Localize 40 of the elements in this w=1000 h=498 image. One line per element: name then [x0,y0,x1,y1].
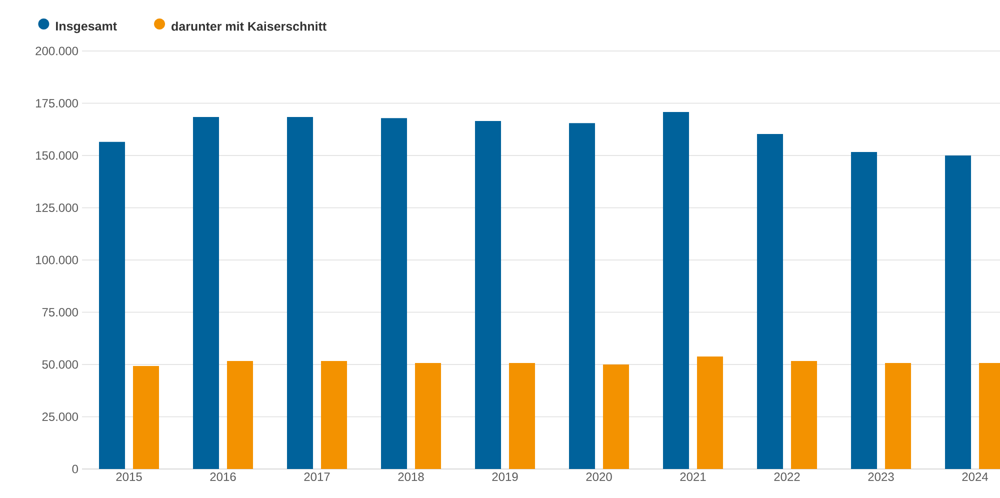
bar [569,123,596,469]
bar [99,142,126,469]
bar [193,117,220,469]
bar [697,356,724,469]
bar [509,363,536,469]
y-tick-label: 0 [72,464,78,474]
bar [133,366,160,469]
y-tick-label: 50.000 [42,360,78,369]
x-tick-label: 2020 [586,472,612,482]
x-tick-label: 2016 [210,472,236,482]
y-tick-label: 25.000 [42,412,78,421]
bar [227,360,254,469]
bar [287,117,314,469]
y-tick-label: 150.000 [36,151,78,160]
legend-label: Insgesamt [56,22,117,34]
bar [381,118,408,469]
x-tick-label: 2015 [116,472,142,482]
y-tick-label: 100.000 [36,256,78,264]
x-tick-label: 2022 [774,472,800,482]
x-tick-label: 2017 [304,472,330,482]
y-tick-label: 75.000 [42,308,78,316]
bar [603,364,630,469]
x-tick-label: 2018 [398,472,424,482]
x-tick-label: 2024 [962,472,988,482]
legend-label: darunter mit Kaiserschnitt [172,22,326,31]
bar [415,363,442,469]
bar [757,134,784,469]
bar [885,363,912,469]
bar [321,360,348,469]
bar [945,156,972,469]
bar [851,152,878,469]
bar [663,112,690,469]
bar [791,360,818,469]
x-tick-label: 2021 [680,472,706,482]
y-tick-label: 200.000 [36,46,78,56]
y-tick-label: 125.000 [36,204,78,212]
x-tick-label: 2023 [868,472,894,482]
x-tick-label: 2019 [492,472,518,482]
bar [475,121,502,469]
y-tick-label: 175.000 [36,99,78,108]
